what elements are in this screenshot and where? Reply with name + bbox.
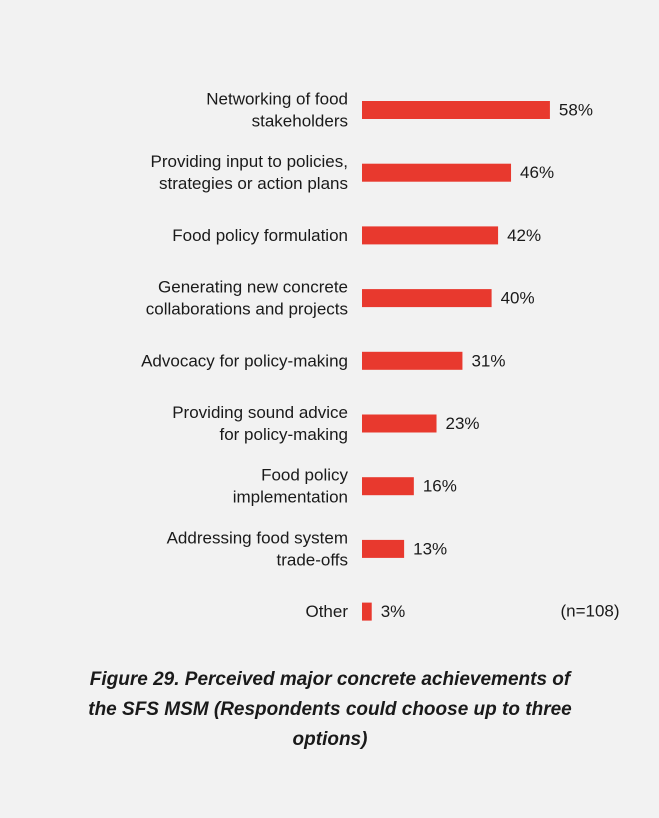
chart: (n=108) Networking of food stakeholders 58…	[141, 89, 619, 621]
value-label: 46%	[520, 163, 554, 182]
category-label: Other	[305, 602, 348, 621]
category-label: Addressing food system	[167, 528, 348, 547]
bar	[362, 477, 414, 496]
bar	[362, 414, 437, 433]
value-label: 3%	[381, 602, 406, 621]
annotation: (n=108)	[560, 601, 619, 620]
value-label: 42%	[507, 226, 541, 245]
value-label: 16%	[423, 477, 457, 496]
chart-title: Figure 29. Perceived major concrete achi…	[88, 669, 572, 750]
category-label: collaborations and projects	[146, 300, 348, 319]
bar	[362, 289, 492, 308]
value-label: 13%	[413, 539, 447, 558]
category-label: stakeholders	[252, 111, 348, 130]
category-label: implementation	[233, 488, 348, 507]
bar	[362, 226, 499, 245]
category-label: for policy-making	[220, 425, 349, 444]
value-label: 23%	[446, 414, 480, 433]
bar	[362, 602, 372, 621]
value-label: 31%	[471, 351, 505, 370]
category-label: Food policy formulation	[172, 226, 348, 245]
bar	[362, 351, 463, 370]
bar	[362, 163, 512, 182]
category-label: trade-offs	[276, 550, 348, 569]
category-label: Food policy	[261, 466, 348, 485]
category-label: Providing input to policies,	[150, 152, 348, 171]
category-label: Generating new concrete	[158, 278, 348, 297]
category-label: Advocacy for policy-making	[141, 351, 348, 370]
bar	[362, 101, 550, 119]
value-label: 40%	[501, 289, 535, 308]
category-label: Providing sound advice	[172, 403, 348, 422]
category-label: strategies or action plans	[159, 174, 348, 193]
value-label: 58%	[559, 100, 593, 119]
bar	[362, 539, 405, 558]
category-label: Networking of food	[206, 89, 348, 108]
